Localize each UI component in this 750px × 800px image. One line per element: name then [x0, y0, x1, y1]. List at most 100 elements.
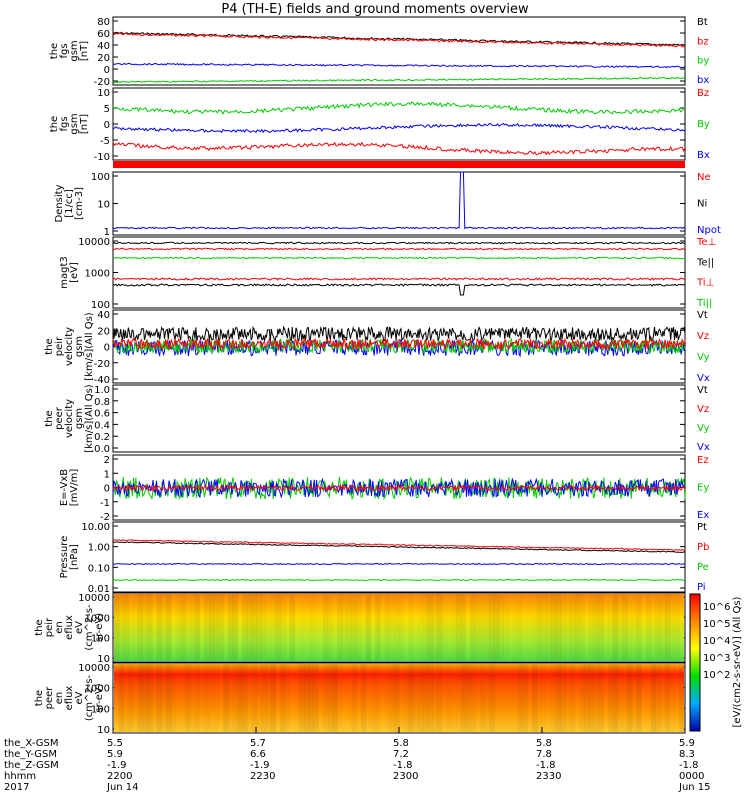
spectro-column [371, 664, 376, 732]
spectro-column [251, 594, 257, 661]
spectro-column [361, 664, 367, 732]
spectro-column [347, 664, 352, 732]
spectro-column [655, 594, 661, 661]
spectro-column [603, 594, 608, 661]
y-tick-label: 1000 [85, 684, 110, 695]
spectro-column [285, 594, 290, 661]
spectro-column [185, 664, 191, 732]
x-tick-value: Jun 15 [678, 782, 711, 793]
spectro-column [541, 594, 547, 661]
spectro-column [470, 664, 476, 732]
spectro-column [399, 664, 404, 732]
y-tick-label: 0 [104, 484, 110, 495]
spectro-column [475, 594, 480, 661]
y-axis-label: eflux [64, 615, 75, 640]
y-tick-label: 5 [104, 104, 110, 115]
spectro-column [589, 594, 594, 661]
y-axis-label: peer [54, 406, 65, 430]
spectro-column [499, 664, 504, 732]
spectro-column [276, 664, 281, 732]
spectro-column [232, 664, 238, 732]
x-tick-value: 5.9 [679, 738, 695, 749]
spectro-column [589, 664, 595, 732]
legend-by: by [697, 56, 709, 67]
spectro-column [209, 664, 214, 732]
spectro-column [423, 594, 428, 661]
legend-bz: bz [697, 36, 709, 47]
spectro-column [290, 664, 295, 732]
spectro-column [618, 594, 623, 661]
spectro-column [527, 594, 532, 661]
legend-Vx: Vx [697, 442, 710, 453]
spectro-column [213, 594, 219, 661]
spectro-column [318, 664, 323, 732]
spectro-column [646, 594, 652, 661]
x-tick-value: 5.8 [536, 738, 552, 749]
legend-bx: bx [697, 75, 709, 86]
spectro-column [451, 664, 456, 732]
spectro-column [665, 594, 671, 661]
spectro-column [675, 664, 680, 732]
spectro-column [261, 594, 267, 661]
y-tick-label: 0.01 [88, 584, 110, 595]
y-tick-label: 2 [104, 455, 110, 466]
y-tick-label: 0 [104, 120, 110, 131]
y-tick-label: 1000 [85, 613, 110, 624]
legend-Pt: Pt [697, 522, 707, 533]
spectro-column [409, 594, 414, 661]
spectro-column [580, 594, 585, 661]
colorbar-label: 10^5 [703, 619, 730, 630]
spectro-column [489, 664, 495, 732]
y-axis-label: the [44, 338, 55, 354]
x-tick-value: 2330 [536, 771, 561, 782]
spectro-column [275, 594, 281, 661]
spectro-column [466, 594, 471, 661]
spectro-column [675, 594, 680, 661]
y-tick-label: 10000 [78, 237, 110, 248]
x-row-label: the_Y-GSM [4, 749, 57, 760]
spectro-column [328, 594, 333, 661]
spectro-column [679, 664, 685, 732]
spectro-column [180, 594, 186, 661]
x-tick-value: 5.8 [393, 738, 409, 749]
spectro-column [280, 664, 286, 732]
spectro-column [337, 664, 342, 732]
y-axis-label: [nT] [79, 114, 90, 134]
spectro-column [612, 664, 618, 732]
spectro-column [485, 664, 490, 732]
spectro-column [232, 594, 238, 661]
spectro-column [152, 594, 157, 661]
spectro-column [356, 594, 361, 661]
y-axis-label: [km/s](All Qs) [84, 384, 95, 452]
x-tick-value: Jun 14 [106, 782, 139, 793]
series-Pe [112, 578, 686, 582]
spectro-column [546, 664, 551, 732]
peer-spectrogram-fill [114, 664, 684, 732]
legend-Ni: Ni [697, 199, 707, 210]
y-axis-label: eflux [64, 686, 75, 711]
y-axis-label: the [49, 116, 60, 132]
spectro-column [442, 594, 447, 661]
red-bar-panel [113, 161, 685, 168]
x-tick-value: -1.9 [107, 760, 127, 771]
panel-frame-peir_spec [112, 592, 686, 663]
series-bz [112, 32, 686, 48]
spectro-column [498, 594, 504, 661]
y-tick-label: -20 [94, 77, 110, 88]
y-tick-label: 10 [97, 654, 110, 665]
spectro-column [517, 664, 523, 732]
y-tick-label: 10 [97, 725, 110, 736]
y-axis-label: [1/cc] [64, 189, 75, 218]
y-tick-label: 0.8 [94, 397, 110, 408]
spectro-column [289, 594, 295, 661]
y-axis-label: (cm^2-s- [84, 674, 95, 721]
spectro-column [418, 664, 424, 732]
y-tick-label: 1000 [85, 269, 110, 280]
spectro-column [437, 594, 443, 661]
spectro-column [190, 594, 195, 661]
series-Ti-perp [112, 277, 686, 281]
y-axis-label: gsm [69, 40, 80, 61]
chart-title: P4 (TH-E) fields and ground moments over… [221, 2, 529, 17]
spectro-column [128, 664, 134, 732]
spectro-column [584, 664, 590, 732]
